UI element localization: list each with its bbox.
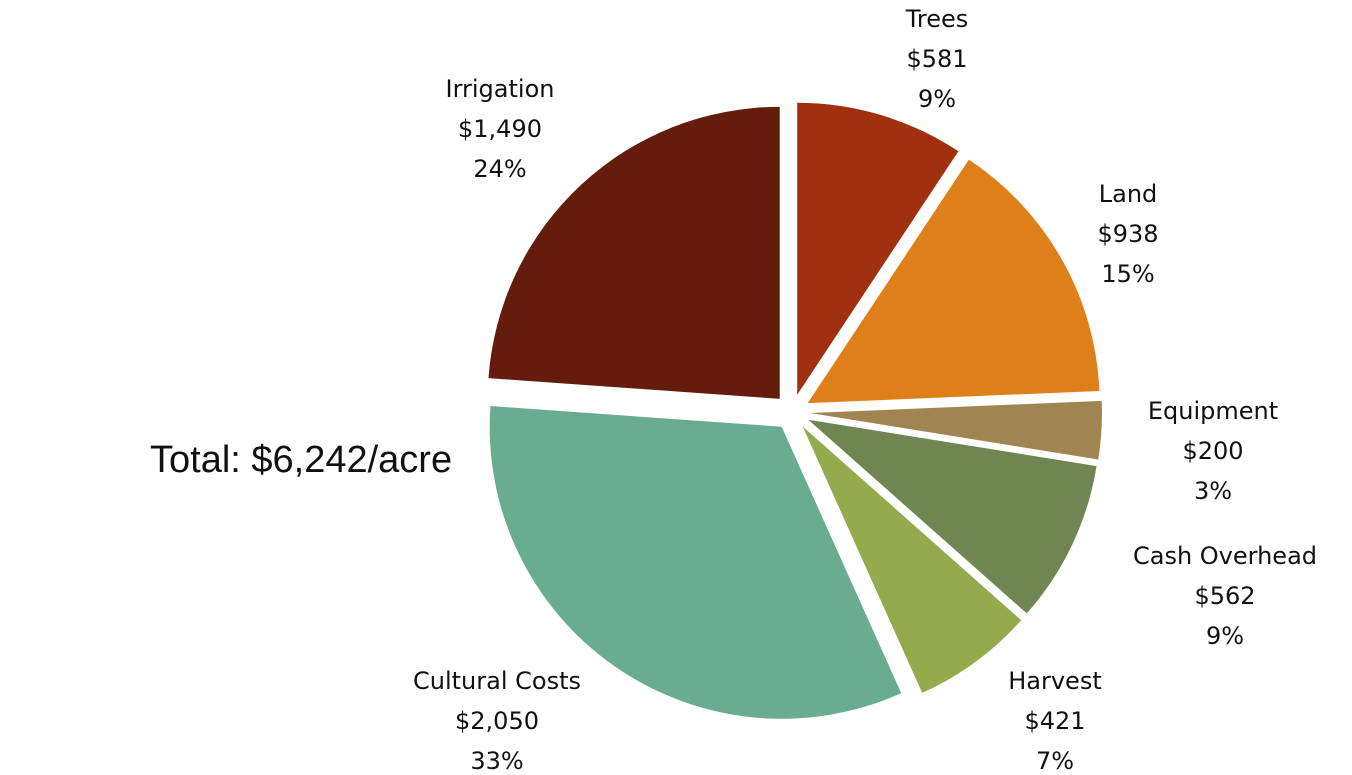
slice-label: Land [1099,180,1158,208]
pie-slice [489,406,902,719]
slice-value: $1,490 [458,115,542,143]
slice-value: $200 [1182,437,1243,465]
pie-slice [797,102,959,395]
slice-percent: 33% [470,747,523,775]
slice-label: Cultural Costs [413,667,581,695]
slice-percent: 7% [1036,747,1074,775]
pie-slice [809,400,1102,460]
slice-percent: 24% [473,155,526,183]
slice-value: $562 [1194,582,1255,610]
pie-slice [802,426,1022,693]
slice-label: Harvest [1008,667,1102,695]
pie-slice [488,106,780,399]
slice-percent: 3% [1194,477,1232,505]
slice-value: $421 [1024,707,1085,735]
slice-percent: 9% [918,85,956,113]
slice-label: Irrigation [446,75,555,103]
slice-percent: 9% [1206,622,1244,650]
slice-value: $2,050 [455,707,539,735]
pie-slice [808,419,1097,614]
slice-label: Trees [905,5,969,33]
pie-slice [807,159,1100,404]
slice-label: Equipment [1148,397,1278,425]
total-annotation: Total: $6,242/acre [150,439,452,481]
slice-value: $581 [906,45,967,73]
slice-percent: 15% [1101,260,1154,288]
slice-value: $938 [1097,220,1158,248]
slice-label: Cash Overhead [1133,542,1317,570]
